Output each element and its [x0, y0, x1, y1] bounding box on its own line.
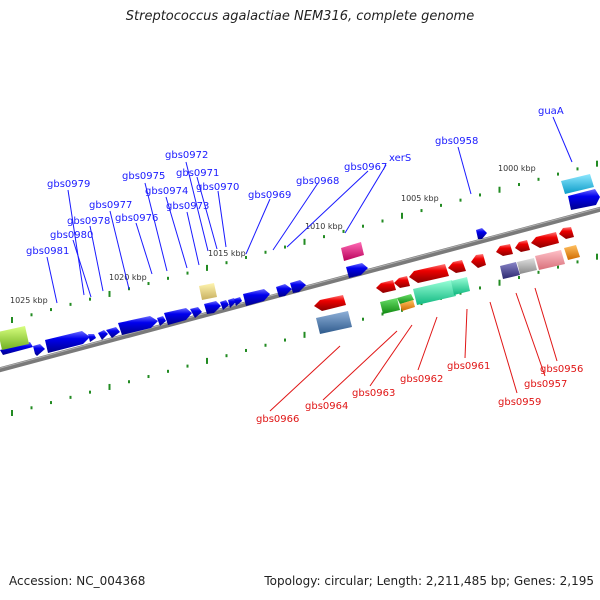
gene-label-gbs0963[interactable]: gbs0963 [352, 388, 395, 399]
gene-label-gbs0956[interactable]: gbs0956 [540, 364, 583, 375]
gene-arrow[interactable] [290, 280, 306, 293]
feature-box-orange[interactable] [400, 300, 415, 311]
feature-box-mint[interactable] [451, 277, 470, 295]
scale-label-1000: 1000 kbp [498, 164, 536, 173]
gene-arrow[interactable] [45, 331, 90, 353]
gene-arrow[interactable] [228, 298, 236, 308]
gene-label-gbs0972[interactable]: gbs0972 [165, 150, 208, 161]
forward-label-leaders [46, 116, 573, 304]
gene-label-gbs0959[interactable]: gbs0959 [498, 397, 541, 408]
feature-box-magenta[interactable] [341, 242, 364, 261]
scale-label-1010: 1010 kbp [305, 222, 343, 231]
gene-label-gbs0978[interactable]: gbs0978 [67, 216, 110, 227]
gene-arrow[interactable] [0, 342, 33, 355]
gene-arrow[interactable] [190, 307, 202, 318]
gene-arrow[interactable] [157, 316, 166, 326]
gene-arrow[interactable] [568, 189, 600, 210]
gene-arrow[interactable] [314, 295, 346, 311]
gene-arrow[interactable] [476, 228, 487, 239]
gene-arrow[interactable] [234, 297, 242, 306]
scale-label-1020: 1020 kbp [109, 273, 147, 282]
gene-arrow[interactable] [118, 316, 158, 335]
gene-arrow[interactable] [409, 264, 449, 283]
gene-label-gbs0974[interactable]: gbs0974 [145, 186, 188, 197]
gene-label-gbs0957[interactable]: gbs0957 [524, 379, 567, 390]
feature-box-purple[interactable] [500, 262, 520, 279]
gene-arrow[interactable] [164, 308, 192, 325]
gene-label-gbs0970[interactable]: gbs0970 [196, 182, 239, 193]
feature-box-steel[interactable] [316, 311, 352, 334]
gene-arrow[interactable] [394, 276, 410, 288]
reverse-label-leaders [269, 287, 558, 412]
scale-label-1005: 1005 kbp [401, 194, 439, 203]
gene-arrow[interactable] [346, 263, 368, 278]
gene-label-gbs0980[interactable]: gbs0980 [50, 230, 93, 241]
gene-label-gbs0976[interactable]: gbs0976 [115, 213, 158, 224]
reverse-strand-genes [314, 227, 580, 334]
gene-label-gbs0966[interactable]: gbs0966 [256, 414, 299, 425]
gene-arrow[interactable] [376, 280, 396, 293]
gene-label-gbs0962[interactable]: gbs0962 [400, 374, 443, 385]
feature-box-khaki[interactable] [199, 283, 217, 300]
gene-arrow[interactable] [531, 232, 559, 248]
map-title: Streptococcus agalactiae NEM316, complet… [125, 9, 475, 24]
gene-label-gbs0975[interactable]: gbs0975 [122, 171, 165, 182]
gene-label-gbs0964[interactable]: gbs0964 [305, 401, 348, 412]
scale-ticks-upper [11, 160, 598, 323]
accession-label: Accession: NC_004368 [9, 574, 146, 588]
feature-box-mint[interactable] [413, 280, 456, 305]
gene-arrow[interactable] [496, 244, 513, 256]
gene-arrow[interactable] [33, 344, 45, 356]
gene-arrow[interactable] [106, 327, 120, 338]
gene-arrow[interactable] [559, 227, 574, 239]
gene-label-gbs0969[interactable]: gbs0969 [248, 190, 291, 201]
topology-summary: Topology: circular; Length: 2,211,485 bp… [264, 574, 594, 588]
gene-label-xerS[interactable]: xerS [389, 153, 411, 164]
gene-label-gbs0981[interactable]: gbs0981 [26, 246, 69, 257]
gene-arrow[interactable] [515, 240, 530, 252]
gene-label-gbs0967[interactable]: gbs0967 [344, 162, 387, 173]
gene-arrow[interactable] [448, 260, 466, 273]
gene-arrow[interactable] [220, 300, 229, 310]
forward-strand-genes [0, 174, 600, 356]
gene-label-gbs0968[interactable]: gbs0968 [296, 176, 339, 187]
gene-arrow[interactable] [471, 254, 486, 268]
feature-box-green[interactable] [397, 294, 414, 304]
feature-box-gray[interactable] [517, 258, 537, 274]
gene-label-gbs0958[interactable]: gbs0958 [435, 136, 478, 147]
gene-label-gbs0971[interactable]: gbs0971 [176, 168, 219, 179]
feature-box-green[interactable] [380, 298, 400, 314]
feature-box-orange[interactable] [564, 245, 580, 260]
gene-arrow[interactable] [88, 334, 96, 342]
gene-arrow[interactable] [243, 289, 270, 306]
scale-label-1015: 1015 kbp [208, 249, 246, 258]
gene-arrow[interactable] [204, 301, 221, 314]
feature-box-cyan[interactable] [561, 174, 594, 194]
feature-box-lime[interactable] [0, 326, 29, 350]
gene-arrow[interactable] [98, 330, 108, 340]
gene-label-gbs0977[interactable]: gbs0977 [89, 200, 132, 211]
gene-label-gbs0961[interactable]: gbs0961 [447, 361, 490, 372]
gene-label-gbs0973[interactable]: gbs0973 [166, 201, 209, 212]
scale-ticks-lower [11, 253, 598, 416]
feature-box-pink[interactable] [535, 250, 565, 270]
gene-label-guaA[interactable]: guaA [538, 106, 564, 117]
gene-arrow[interactable] [276, 284, 292, 297]
gene-label-gbs0979[interactable]: gbs0979 [47, 179, 90, 190]
scale-label-1025: 1025 kbp [10, 296, 48, 305]
